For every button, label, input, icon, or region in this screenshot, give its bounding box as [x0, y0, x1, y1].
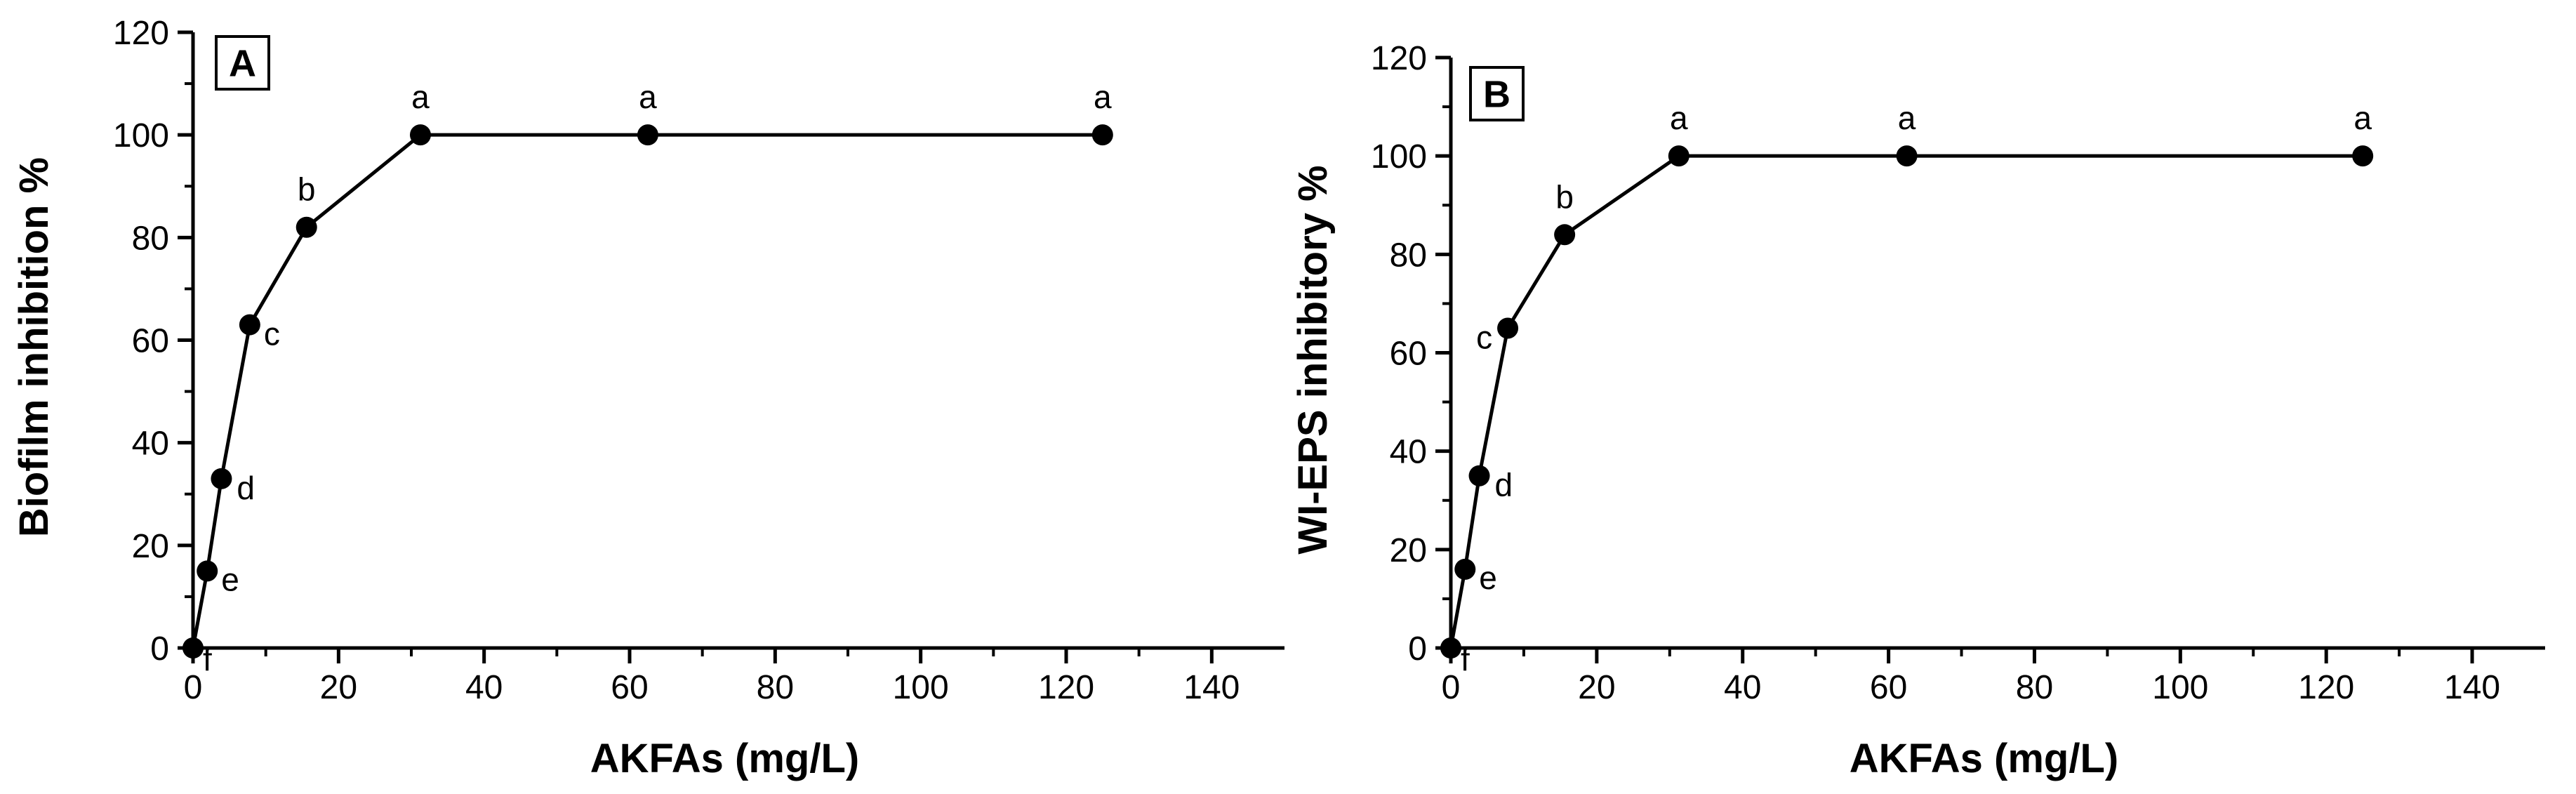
chart-2-data-point — [1497, 317, 1519, 339]
chart-1-panel-label-box — [215, 35, 270, 91]
chart-1-point-label: f — [203, 641, 212, 677]
chart-2-x-tick-label: 120 — [2298, 669, 2354, 706]
chart-1-y-tick-label: 60 — [132, 323, 169, 360]
chart-2-x-tick-label: 60 — [1870, 669, 1907, 706]
chart-1-x-tick-label: 0 — [184, 669, 203, 706]
chart-1-point-label: c — [264, 316, 280, 352]
chart-2-x-tick-label: 0 — [1442, 669, 1461, 706]
chart-2-point-label: b — [1555, 178, 1574, 215]
chart-2-x-tick-label: 20 — [1578, 669, 1615, 706]
chart-2-y-tick-label: 0 — [1408, 630, 1427, 668]
chart-2-x-tick-label: 80 — [2016, 669, 2053, 706]
chart-2-y-tick-label: 20 — [1390, 532, 1427, 569]
chart-1-y-tick-label: 120 — [113, 15, 169, 52]
chart-2-panel-label: B — [1483, 74, 1511, 116]
chart-1-data-point — [1091, 124, 1113, 146]
panel-a-chart: 0 20 40 60 80 100 120 0 20 40 60 80 100 120 140 f e d c b a a… — [11, 15, 1284, 781]
chart-2-point-label: a — [1898, 100, 1916, 136]
chart-2-point-label: a — [1670, 100, 1688, 136]
chart-1-data-point — [182, 637, 204, 659]
chart-2-point-label: e — [1479, 560, 1497, 596]
chart-1-x-tick-label: 20 — [320, 669, 357, 706]
chart-1-x-tick-label: 80 — [757, 669, 794, 706]
chart-2-y-tick-label: 40 — [1390, 434, 1427, 471]
chart-1-x-tick-label: 140 — [1183, 669, 1240, 706]
chart-1-y-tick-label: 20 — [132, 528, 169, 565]
panel-b-chart: 0 20 40 60 80 100 120 0 20 40 60 80 100 120 140 f e d c b a a… — [1290, 40, 2545, 781]
chart-2-data-point — [1440, 637, 1461, 659]
chart-1-panel-label: A — [229, 43, 256, 85]
chart-1-x-tick-label: 40 — [465, 669, 503, 706]
chart-2-x-axis-title: AKFAs (mg/L) — [1850, 736, 2118, 781]
chart-1-data-point — [296, 216, 317, 238]
chart-2-y-tick-label: 60 — [1390, 336, 1427, 373]
chart-1-data-point — [197, 560, 218, 582]
chart-1-y-tick-label: 40 — [132, 425, 169, 463]
chart-1-y-tick-label: 0 — [150, 630, 169, 668]
chart-1-data-point — [637, 124, 658, 146]
chart-2-point-label: d — [1495, 467, 1513, 503]
chart-1-y-tick-label: 100 — [113, 117, 169, 154]
chart-2-data-point — [1896, 145, 1918, 167]
chart-1-series-line — [191, 133, 1103, 649]
chart-2-data-point — [1554, 224, 1576, 246]
chart-2-data-point — [2352, 145, 2374, 167]
chart-1-point-label: a — [639, 79, 657, 115]
chart-2-x-tick-label: 100 — [2152, 669, 2208, 706]
chart-2-series-line — [1449, 154, 2363, 649]
chart-2-y-tick-label: 120 — [1371, 40, 1427, 77]
chart-1-x-axis-title: AKFAs (mg/L) — [590, 736, 859, 781]
chart-2-y-axis-title: WI-EPS inhibitory % — [1290, 165, 1336, 554]
chart-2-point-label: f — [1461, 641, 1470, 677]
chart-2-point-label: c — [1476, 319, 1492, 355]
chart-1-point-label: a — [411, 79, 430, 115]
chart-1-point-label: e — [221, 561, 239, 597]
chart-1-data-point — [239, 314, 260, 336]
chart-2-x-tick-label: 40 — [1724, 669, 1761, 706]
chart-1-point-label: b — [298, 171, 316, 208]
chart-2-data-point — [1668, 145, 1689, 167]
chart-2-y-tick-label: 100 — [1371, 138, 1427, 176]
chart-1-data-point — [409, 124, 431, 146]
chart-1-y-axis-title: Biofilm inhibition % — [11, 157, 57, 537]
chart-2-y-tick-label: 80 — [1390, 237, 1427, 274]
chart-2-x-tick-label: 140 — [2444, 669, 2500, 706]
chart-2-panel-label-box — [1469, 66, 1525, 121]
chart-1-x-tick-label: 100 — [893, 669, 949, 706]
chart-1-y-tick-label: 80 — [132, 220, 169, 257]
chart-1-point-label: d — [237, 470, 255, 506]
chart-2-data-point — [1468, 465, 1490, 487]
chart-1-x-tick-label: 120 — [1038, 669, 1094, 706]
chart-2-data-point — [1454, 558, 1476, 580]
chart-2-point-label: a — [2353, 100, 2372, 136]
chart-1-point-label: a — [1094, 79, 1112, 115]
chart-1-data-point — [211, 468, 232, 489]
chart-1-x-tick-label: 60 — [611, 669, 648, 706]
